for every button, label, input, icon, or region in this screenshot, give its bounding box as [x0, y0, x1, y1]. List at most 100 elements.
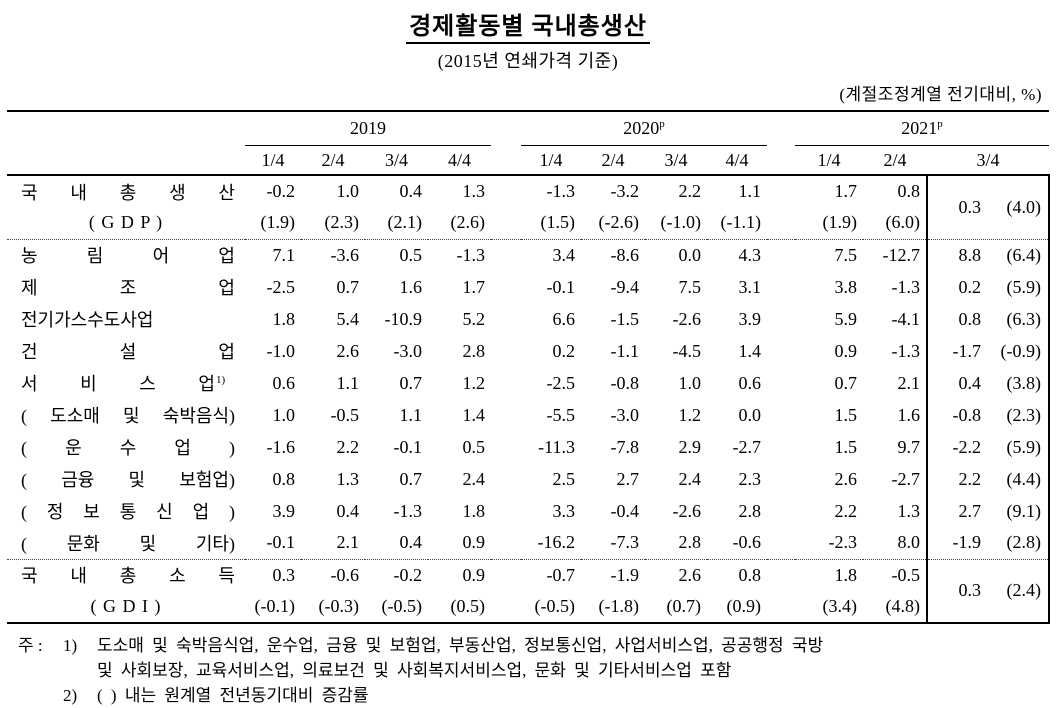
boxed-cell: 2.7 (9.1) — [925, 495, 1051, 527]
quarter-header: 2/4 — [863, 145, 927, 176]
value-cell: 1.3 — [336, 468, 360, 489]
value-cell: -1.1 — [610, 340, 640, 361]
value-cell-paren: (-0.3) — [301, 591, 365, 624]
boxed-pair: 8.8 (6.4) — [928, 245, 1048, 266]
year-header: 2020p — [521, 110, 767, 146]
quarter-header: 3/4 — [365, 145, 428, 176]
table-row: ( 정 보 통 신 업 ) 3.9 0.4 -1.3 1.8 3.3 -0.4 -2.6 2.8… — [7, 495, 1051, 527]
value-cell: -0.2 — [266, 181, 296, 201]
value-cell: -7.3 — [610, 532, 640, 553]
box-paren-value: (2.8) — [1006, 532, 1042, 553]
row-sublabel: ( G D P ) — [88, 212, 164, 233]
quarter-header: 2/4 — [581, 145, 645, 176]
column-gap — [767, 591, 795, 624]
footnote-ref: 1) — [216, 374, 226, 386]
boxed-pair: -0.8 (2.3) — [928, 405, 1048, 426]
value-cell: 1.1 — [399, 404, 423, 425]
quarter-header: 1/4 — [245, 145, 301, 176]
row-sublabel: ( G D I ) — [7, 591, 245, 624]
footnote-marker: 주 : — [18, 636, 43, 655]
value-cell: 0.4 — [399, 532, 423, 553]
box-paren-value: (2.4) — [1006, 580, 1042, 601]
value-cell: -12.7 — [863, 238, 927, 271]
value-cell-paren: (0.9) — [707, 591, 767, 624]
year-header-row: 2019 2020p 2021p — [7, 110, 1050, 146]
header-gap — [767, 110, 795, 146]
value-cell: 3.1 — [738, 276, 762, 297]
column-gap — [767, 399, 795, 431]
column-gap — [491, 431, 521, 463]
boxed-pair: 2.2 (4.4) — [928, 469, 1048, 490]
value-cell: 0.9 — [428, 558, 491, 591]
value-cell: 0.8 — [707, 558, 767, 591]
value-cell: -4.5 — [672, 340, 702, 361]
table-row: 서 비 스 업1) 0.6 1.1 0.7 1.2 -2.5 -0.8 1.0 0.6 0.7 2.… — [7, 367, 1051, 399]
box-paren-value: (4.4) — [1006, 468, 1042, 489]
table-row: ( 도소매 및 숙박음식) 1.0 -0.5 1.1 1.4 -5.5 -3.0 1.2 0.0… — [7, 399, 1051, 431]
value-cell-paren: (1.9) — [260, 212, 296, 233]
unit-note: (계절조정계열 전기대비, %) — [839, 85, 1042, 104]
box-paren-value: (3.8) — [1006, 372, 1042, 393]
value-cell: 2.2 — [678, 181, 702, 201]
row-label: 국 내 총 생 산 — [7, 175, 245, 207]
value-cell-paren: (1.5) — [540, 212, 576, 233]
value-cell: 2.1 — [897, 372, 921, 393]
value-cell: 2.6 — [834, 468, 858, 489]
value-cell: 2.9 — [678, 436, 702, 457]
value-cell: 2.2 — [834, 500, 858, 521]
value-cell-paren: (-2.6) — [598, 212, 639, 233]
value-cell: 5.9 — [834, 308, 858, 329]
value-cell-paren: (1.9) — [822, 212, 858, 233]
value-cell-paren: (2.3) — [324, 212, 360, 233]
value-cell: 1.8 — [272, 308, 296, 329]
value-cell: 1.2 — [462, 372, 486, 393]
value-cell: 1.3 — [897, 500, 921, 521]
value-cell: 0.7 — [399, 372, 423, 393]
quarter-header: 3/4 — [645, 145, 707, 176]
quarter-header: 1/4 — [795, 145, 863, 176]
value-cell: -3.2 — [610, 181, 640, 201]
row-label: ( 도소매 및 숙박음식) — [7, 399, 245, 431]
value-cell: 2.2 — [336, 436, 360, 457]
title-block: 경제활동별 국내총생산 — [0, 0, 1056, 44]
column-gap — [767, 558, 795, 591]
table-row: ( G D I ) (-0.1) (-0.3) (-0.5) (0.5) (-0.5) (-… — [7, 591, 1049, 624]
value-cell: 0.9 — [462, 532, 486, 553]
column-gap — [491, 335, 521, 367]
value-cell: -0.6 — [732, 532, 762, 553]
value-cell-paren: (-1.0) — [660, 212, 701, 233]
boxed-cell: -2.2 (5.9) — [925, 431, 1051, 463]
quarter-header: 2/4 — [301, 145, 365, 176]
value-cell: 1.1 — [336, 372, 360, 393]
year-header: 2021p — [795, 110, 1050, 146]
boxed-pair: -1.9 (2.8) — [928, 532, 1048, 553]
value-cell: 1.7 — [834, 181, 858, 201]
value-cell: -5.5 — [546, 404, 576, 425]
value-cell: -1.5 — [610, 308, 640, 329]
row-label: ( 정 보 통 신 업 ) — [7, 495, 245, 527]
value-cell: 0.6 — [738, 372, 762, 393]
value-cell: 2.6 — [336, 340, 360, 361]
quarter-header: 3/4 — [927, 145, 1050, 176]
value-cell: -2.7 — [732, 436, 762, 457]
footnote-2: 2) ( ) 내는 원계열 전년동기대비 증감률 — [63, 683, 1056, 708]
value-cell: -1.3 — [891, 340, 921, 361]
value-cell: 1.0 — [336, 181, 360, 201]
footnote-2-text: ( ) 내는 원계열 전년동기대비 증감률 — [97, 686, 369, 705]
value-cell: 0.2 — [552, 340, 576, 361]
boxed-pair: 0.4 (3.8) — [928, 373, 1048, 394]
value-cell-paren: (0.5) — [428, 591, 491, 624]
column-gap — [491, 527, 521, 559]
value-cell: 0.6 — [272, 372, 296, 393]
header-gap — [491, 145, 521, 176]
value-cell: 2.8 — [738, 500, 762, 521]
value-cell-paren: (2.1) — [387, 212, 423, 233]
corner-cell — [7, 145, 245, 176]
footnote-1-label: 1) — [63, 636, 78, 655]
value-cell: -3.6 — [301, 238, 365, 271]
value-cell: 7.5 — [678, 276, 702, 297]
value-cell: 2.3 — [738, 468, 762, 489]
footnote-2-label: 2) — [63, 686, 78, 705]
value-cell: 1.4 — [462, 404, 486, 425]
